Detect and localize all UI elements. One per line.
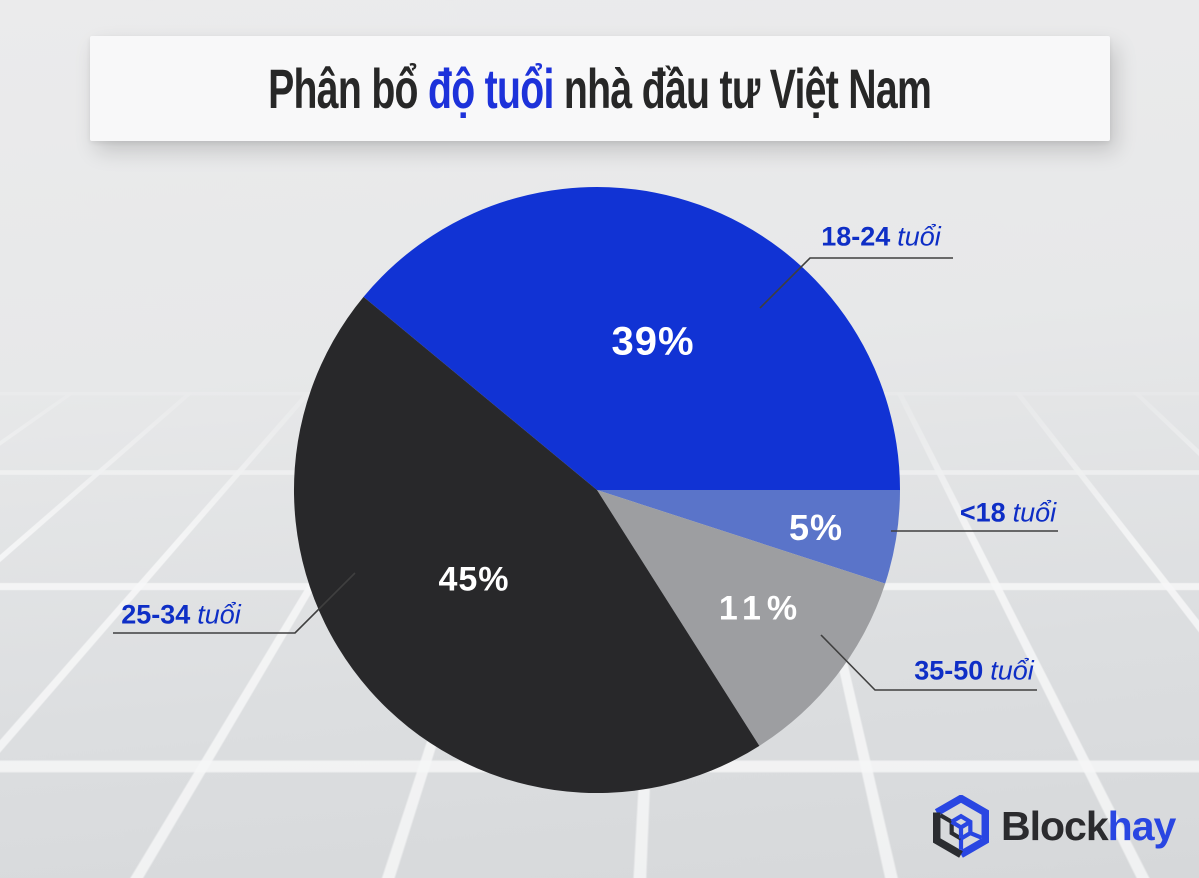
pie-chart bbox=[293, 186, 900, 794]
cube-icon bbox=[933, 795, 989, 858]
label-unit: tuổi bbox=[1012, 497, 1057, 528]
label-unit: tuổi bbox=[197, 599, 241, 630]
brand-logo: Blockhay bbox=[933, 795, 1177, 858]
label-unit: tuổi bbox=[990, 655, 1034, 686]
slice-label-under-18: <18 tuổi bbox=[960, 498, 1056, 529]
label-range: <18 bbox=[959, 497, 1006, 528]
label-range: 25-34 bbox=[121, 599, 191, 630]
pie-slice-25-34-tuoi bbox=[293, 296, 760, 794]
pie-slice-18-tuoi bbox=[597, 490, 900, 584]
page-title: Phân bổ độ tuổi nhà đầu tư Việt Nam bbox=[268, 56, 932, 121]
slice-label-35-50: 35-50 tuổi bbox=[914, 656, 1034, 687]
title-highlight: độ tuổi bbox=[428, 57, 555, 120]
pie-slice-35-50-tuoi bbox=[597, 490, 886, 746]
slice-value-under-18: 5% bbox=[788, 507, 844, 548]
label-range: 35-50 bbox=[914, 655, 984, 686]
slice-value-35-50: 11% bbox=[718, 589, 804, 628]
title-suffix: nhà đầu tư Việt Nam bbox=[554, 57, 932, 120]
slice-label-18-24: 18-24 tuổi bbox=[821, 222, 941, 253]
title-prefix: Phân bổ bbox=[268, 57, 429, 120]
slice-value-18-24: 39% bbox=[611, 319, 695, 364]
brand-name: Blockhay bbox=[1001, 803, 1177, 850]
slice-label-25-34: 25-34 tuổi bbox=[121, 600, 241, 631]
title-card: Phân bổ độ tuổi nhà đầu tư Việt Nam bbox=[90, 36, 1110, 141]
slice-value-25-34: 45% bbox=[438, 560, 510, 599]
label-range: 18-24 bbox=[821, 221, 891, 252]
brand-name-accent: hay bbox=[1107, 803, 1177, 849]
label-unit: tuổi bbox=[897, 221, 941, 252]
brand-name-dark: Block bbox=[1001, 803, 1109, 849]
